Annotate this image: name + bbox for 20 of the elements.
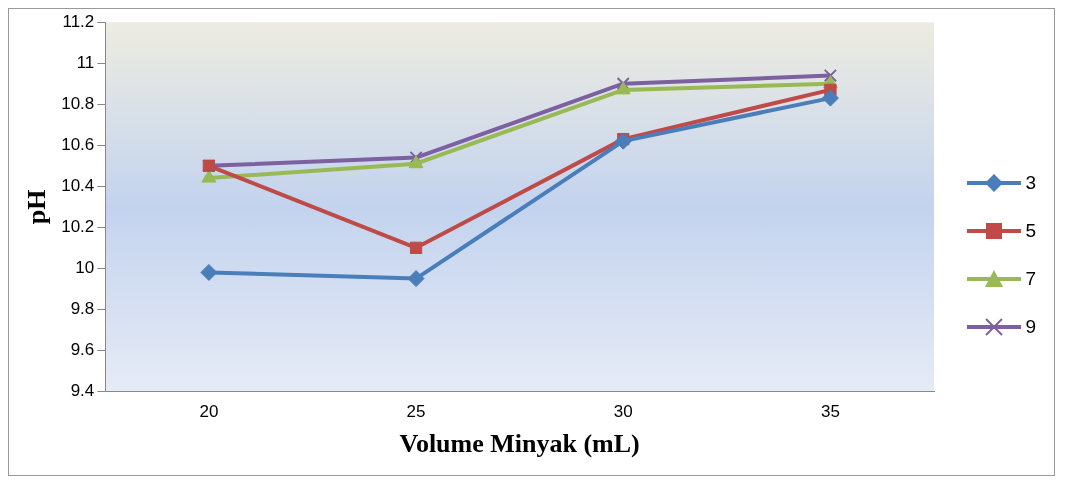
y-tick-label: 10.2 [61,217,95,236]
y-tick-label: 9.8 [70,299,95,319]
y-tick-label: 11 [76,52,95,72]
y-tick-label: 10 [75,258,95,278]
legend-label: 5 [1025,220,1036,242]
y-tick-label: 10.8 [61,93,95,113]
y-tick-label: 9.6 [70,340,95,360]
legend-label: 9 [1025,316,1036,338]
y-tick-label: 9.4 [70,381,95,401]
legend-label: 3 [1025,172,1036,194]
x-tick-label: 35 [820,402,840,422]
x-tick-label: 25 [406,402,426,422]
legend-label: 7 [1025,268,1036,290]
y-axis-title: pH [22,189,52,225]
y-tick-label: 11.2 [62,11,95,31]
y-tick-label: 10.6 [61,134,95,154]
x-tick-label: 20 [199,402,219,422]
y-tick-label: 10.4 [61,175,95,195]
x-axis-title: Volume Minyak (mL) [399,429,640,459]
x-tick-label: 30 [613,402,633,422]
